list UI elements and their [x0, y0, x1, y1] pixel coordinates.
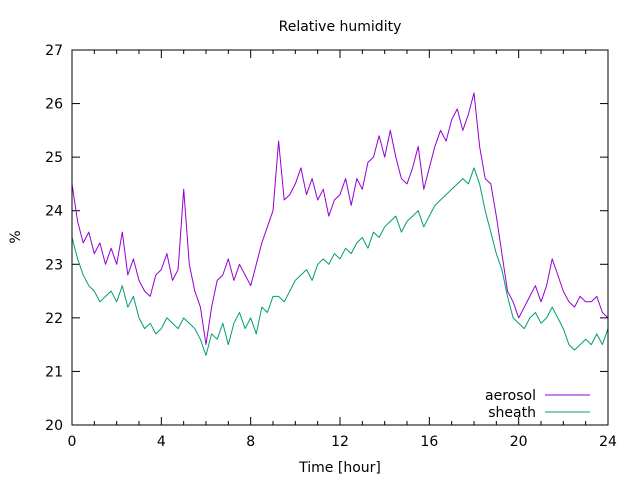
y-tick-label: 24 [45, 204, 63, 220]
y-tick-label: 27 [45, 43, 63, 59]
x-tick-label: 24 [599, 434, 617, 450]
y-tick-label: 20 [45, 418, 63, 434]
x-axis-label: Time [hour] [298, 460, 381, 476]
y-tick-label: 23 [45, 257, 63, 273]
y-tick-label: 26 [45, 97, 63, 113]
series-lines [72, 93, 608, 356]
y-tick-label: 21 [45, 364, 63, 380]
legend-label-sheath: sheath [488, 405, 536, 421]
x-tick-label: 12 [331, 434, 349, 450]
x-tick-label: 4 [157, 434, 166, 450]
legend-label-aerosol: aerosol [485, 388, 536, 404]
y-axis-label: % [8, 230, 24, 243]
y-tick-label: 25 [45, 150, 63, 166]
x-tick-label: 20 [510, 434, 528, 450]
series-line-aerosol [72, 93, 608, 345]
x-tick-label: 16 [420, 434, 438, 450]
plot-frame [72, 50, 608, 425]
humidity-chart: Relative humidity Time [hour] % 20 21 22 23… [0, 0, 640, 480]
chart-title: Relative humidity [279, 19, 402, 35]
y-tick-label: 22 [45, 311, 63, 327]
x-tick-label: 0 [68, 434, 77, 450]
x-tick-label: 8 [246, 434, 255, 450]
series-line-sheath [72, 168, 608, 356]
